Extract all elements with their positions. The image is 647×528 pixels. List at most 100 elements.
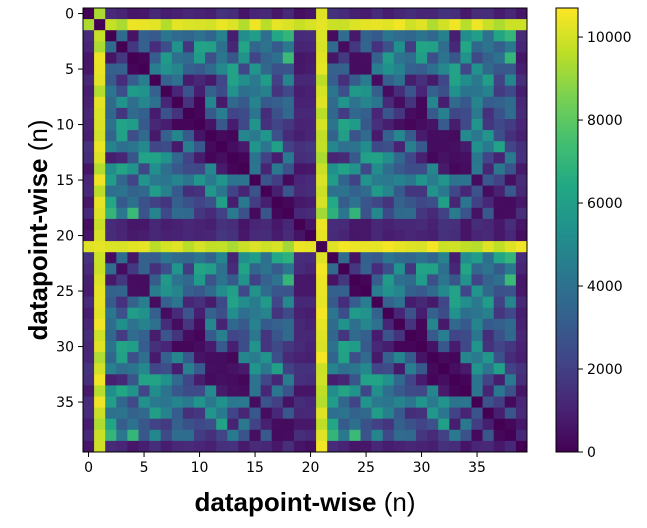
heatmap-cell: [105, 363, 117, 375]
heatmap-cell: [305, 318, 317, 331]
heatmap-cell: [171, 396, 184, 408]
heatmap-cell: [404, 407, 417, 420]
heatmap-cell: [305, 440, 317, 453]
heatmap-cell: [238, 274, 250, 286]
heatmap-cell: [382, 52, 395, 64]
heatmap-cell: [127, 119, 139, 131]
heatmap-cell: [493, 230, 506, 242]
heatmap-cell: [504, 85, 517, 98]
heatmap-cell: [471, 307, 483, 320]
heatmap-cell: [282, 19, 295, 31]
heatmap-cell: [282, 296, 295, 309]
heatmap-cell: [482, 329, 495, 342]
heatmap-cell: [338, 341, 350, 353]
heatmap-cell: [349, 407, 361, 420]
heatmap-cell: [116, 241, 128, 253]
heatmap-cell: [138, 185, 150, 198]
heatmap-cell: [427, 19, 439, 31]
heatmap-cell: [205, 374, 217, 386]
heatmap-cell: [205, 96, 217, 109]
heatmap-cell: [327, 396, 339, 408]
heatmap-cell: [94, 429, 106, 442]
heatmap-cell: [116, 119, 128, 131]
heatmap-cell: [238, 130, 250, 142]
heatmap-cell: [438, 141, 450, 153]
heatmap-cell: [327, 96, 339, 109]
heatmap-cell: [449, 196, 461, 209]
heatmap-cell: [105, 274, 117, 286]
heatmap-cell: [471, 218, 483, 231]
heatmap-cell: [504, 341, 517, 353]
heatmap-cell: [116, 96, 128, 109]
heatmap-cell: [316, 107, 328, 120]
heatmap-cell: [349, 263, 361, 275]
heatmap-cell: [138, 174, 150, 186]
heatmap-cell: [427, 363, 439, 375]
heatmap-cell: [393, 196, 406, 209]
heatmap-cell: [338, 30, 350, 42]
heatmap-cell: [438, 152, 450, 164]
heatmap-cell: [515, 130, 528, 142]
heatmap-cell: [338, 185, 350, 198]
heatmap-cell: [138, 119, 150, 131]
heatmap-cell: [149, 341, 162, 353]
heatmap-cell: [149, 429, 162, 442]
heatmap-cell: [194, 352, 206, 364]
heatmap-cell: [493, 329, 506, 342]
heatmap-cell: [460, 363, 472, 375]
heatmap-cell: [260, 163, 273, 175]
heatmap-cell: [138, 285, 150, 297]
heatmap-cell: [393, 329, 406, 342]
heatmap-cell: [327, 385, 339, 397]
heatmap-cell: [427, 74, 439, 87]
heatmap-cell: [360, 374, 372, 386]
heatmap-cell: [493, 218, 506, 231]
heatmap-cell: [216, 174, 228, 186]
heatmap-cell: [327, 152, 339, 164]
heatmap-cell: [116, 374, 128, 386]
heatmap-cell: [149, 407, 162, 420]
heatmap-cell: [427, 352, 439, 364]
heatmap-cell: [271, 318, 284, 331]
heatmap-cell: [227, 318, 239, 331]
heatmap-cell: [227, 152, 239, 164]
heatmap-cell: [349, 130, 361, 142]
heatmap-cell: [360, 218, 372, 231]
heatmap-cell: [416, 63, 428, 75]
heatmap-cell: [293, 440, 306, 453]
heatmap-cell: [316, 8, 328, 20]
heatmap-cell: [515, 63, 528, 75]
heatmap-cell: [160, 52, 173, 64]
heatmap-cell: [460, 429, 472, 442]
heatmap-cell: [94, 341, 106, 353]
heatmap-cell: [116, 252, 128, 264]
heatmap-cell: [471, 174, 483, 186]
heatmap-cell: [482, 363, 495, 375]
heatmap-cell: [138, 130, 150, 142]
heatmap-cell: [305, 352, 317, 364]
heatmap-cell: [182, 163, 195, 175]
heatmap-cell: [105, 63, 117, 75]
heatmap-cell: [282, 163, 295, 175]
heatmap-cell: [260, 274, 273, 286]
heatmap-cell: [360, 52, 372, 64]
heatmap-cell: [438, 418, 450, 431]
y-axis-title-bold: datapoint-wise: [23, 158, 53, 340]
heatmap-cell: [471, 163, 483, 175]
x-tick-label: 30: [413, 460, 431, 476]
heatmap-cell: [205, 130, 217, 142]
heatmap-cell: [216, 130, 228, 142]
heatmap-cell: [382, 241, 395, 253]
heatmap-cell: [216, 429, 228, 442]
heatmap-cell: [116, 352, 128, 364]
heatmap-cell: [83, 307, 95, 320]
heatmap-cell: [182, 329, 195, 342]
heatmap-cell: [382, 274, 395, 286]
heatmap-cell: [105, 41, 117, 53]
heatmap-cell: [493, 241, 506, 253]
heatmap-cell: [293, 407, 306, 420]
heatmap-cell: [349, 218, 361, 231]
heatmap-cell: [438, 119, 450, 131]
heatmap-cell: [360, 363, 372, 375]
heatmap-cell: [393, 374, 406, 386]
